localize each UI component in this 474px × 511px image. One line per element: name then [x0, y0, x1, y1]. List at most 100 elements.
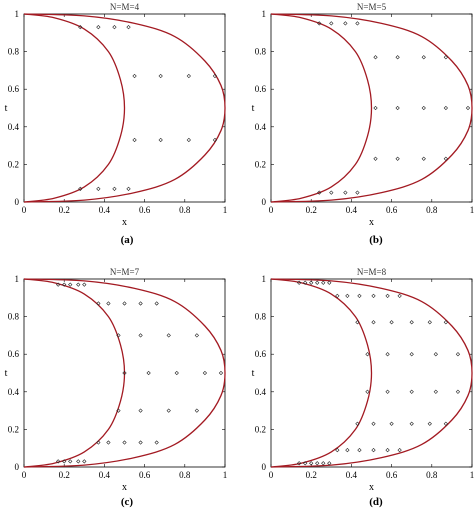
data-point	[82, 282, 87, 287]
data-point	[309, 461, 314, 466]
y-tick-label: 0.4	[255, 122, 267, 132]
chart-panel-b: 0 0.2 0.4 0.6 0.8 1 0 0.2 0.4 0.6 0.8 1 x t N=M=5 (b)	[252, 2, 474, 246]
data-point	[409, 421, 414, 426]
panel-caption: (b)	[369, 234, 383, 246]
x-tick-label: 0	[269, 470, 274, 480]
inner-boundary-curve	[270, 278, 373, 468]
data-point	[315, 461, 320, 466]
x-axis-label: x	[369, 217, 374, 228]
data-point	[421, 55, 426, 60]
data-point	[357, 293, 362, 299]
data-point	[421, 105, 426, 111]
y-axis-label: t	[5, 368, 8, 379]
data-point	[465, 105, 471, 111]
y-tick-label: 0.4	[8, 387, 20, 397]
panel-title: N=M=8	[357, 267, 387, 277]
data-point	[56, 282, 61, 287]
data-point	[166, 333, 171, 338]
data-point	[395, 105, 400, 111]
data-point	[395, 156, 400, 161]
y-axis-label: t	[252, 368, 255, 379]
data-point	[126, 25, 131, 30]
y-tick-label: 0.6	[255, 349, 267, 359]
x-tick-label: 0.6	[386, 470, 398, 480]
data-point	[355, 421, 360, 426]
data-point	[303, 280, 308, 285]
data-point	[355, 190, 360, 195]
outer-boundary-curve	[270, 278, 473, 468]
y-tick-label: 0	[15, 197, 20, 207]
x-tick-label: 0.8	[179, 205, 191, 215]
data-point	[202, 370, 208, 376]
data-point	[427, 320, 432, 325]
x-tick-label: 0.2	[306, 470, 317, 480]
data-point	[397, 293, 402, 299]
data-point	[385, 293, 390, 299]
x-tick-label: 1	[470, 470, 474, 480]
data-point	[116, 408, 121, 413]
data-point	[345, 447, 350, 453]
data-point	[443, 156, 448, 161]
outer-boundary-curve	[23, 13, 226, 203]
panel-caption: (a)	[121, 234, 134, 246]
data-point	[62, 282, 67, 287]
data-point	[68, 282, 73, 287]
data-point	[433, 352, 438, 357]
data-point	[365, 389, 370, 394]
data-point	[355, 21, 360, 26]
chart-panel-c: 0 0.2 0.4 0.6 0.8 1 0 0.2 0.4 0.6 0.8 1 x t N=M=7 (c)	[5, 267, 228, 508]
data-point	[212, 137, 218, 143]
data-point	[335, 447, 340, 453]
y-tick-label: 0	[262, 462, 267, 472]
data-point	[389, 320, 394, 325]
data-point	[371, 293, 376, 299]
data-point	[62, 459, 67, 464]
data-point	[154, 440, 159, 445]
data-point	[194, 408, 199, 413]
data-point	[385, 389, 390, 394]
data-point	[138, 301, 143, 306]
data-point	[78, 186, 83, 191]
data-point	[371, 320, 376, 325]
x-tick-label: 1	[223, 470, 228, 480]
data-point	[146, 370, 151, 376]
y-tick-label: 0	[262, 197, 267, 207]
y-tick-label: 1	[15, 274, 20, 284]
data-point	[126, 186, 131, 191]
inner-boundary-curve	[23, 13, 126, 203]
panel-title: N=M=7	[110, 267, 140, 277]
data-point	[96, 25, 101, 30]
data-point	[427, 421, 432, 426]
data-point	[373, 105, 378, 111]
y-axis-label: t	[5, 103, 8, 114]
data-point	[327, 280, 332, 285]
data-point	[395, 55, 400, 60]
data-point	[365, 352, 370, 357]
panel-caption: (d)	[369, 496, 383, 508]
inner-boundary-curve	[270, 13, 373, 203]
data-point	[317, 190, 322, 195]
chart-panel-a: 0 0.2 0.4 0.6 0.8 1 0 0.2 0.4 0.6 0.8 1 x t N=M=4 (a)	[5, 2, 228, 246]
y-tick-label: 0.4	[255, 387, 267, 397]
x-axis-label: x	[122, 482, 127, 493]
y-tick-label: 1	[15, 9, 20, 19]
y-tick-label: 0.6	[255, 84, 267, 94]
y-tick-label: 0.6	[8, 349, 20, 359]
data-point	[212, 73, 218, 79]
data-point	[76, 282, 81, 287]
chart-panel-d: 0 0.2 0.4 0.6 0.8 1 0 0.2 0.4 0.6 0.8 1 x t N=M=8 (d)	[252, 267, 474, 508]
data-point	[321, 461, 326, 466]
x-tick-label: 0	[22, 205, 27, 215]
data-point	[443, 105, 448, 111]
data-point	[186, 137, 191, 143]
data-point	[78, 25, 83, 30]
data-point	[112, 25, 117, 30]
x-tick-label: 0	[269, 205, 274, 215]
data-point	[116, 333, 121, 338]
y-tick-label: 0	[15, 462, 20, 472]
y-tick-label: 0.8	[255, 312, 267, 322]
data-point	[455, 389, 461, 394]
data-point	[132, 73, 137, 79]
data-point	[329, 190, 334, 195]
data-point	[321, 280, 326, 285]
